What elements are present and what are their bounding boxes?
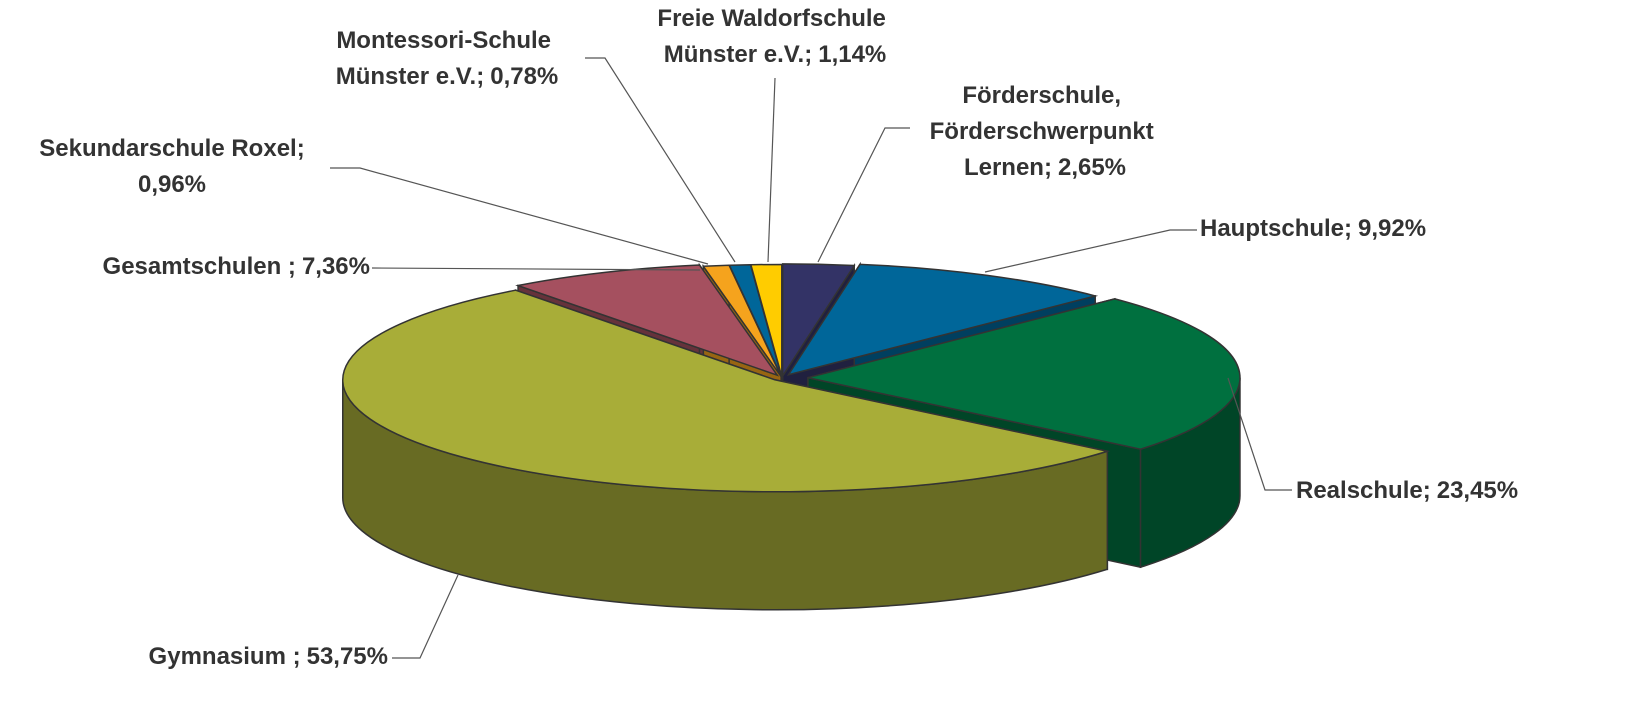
slice — [781, 263, 856, 379]
value-label: 1,14% — [818, 41, 886, 68]
category-label: Hauptschule; — [1200, 215, 1352, 242]
value-label: 53,75% — [307, 643, 388, 670]
value-label: 9,92% — [1358, 215, 1426, 242]
label-line: Lernen; — [964, 154, 1052, 181]
leader-line — [1227, 377, 1292, 491]
slice-label: Sekundarschule Roxel; 0,96% — [39, 135, 304, 198]
label-line: Förderschule, — [962, 82, 1127, 109]
leader-line — [817, 127, 910, 263]
label-line: Förderschwerpunkt — [930, 118, 1161, 145]
slice-label: Förderschule, Förderschwerpunkt Lernen; 2… — [930, 82, 1161, 181]
slice — [515, 264, 780, 377]
category-label: Montessori-Schule Münster e.V.; — [336, 27, 558, 90]
category-label: Gymnasium ; — [149, 643, 301, 670]
leader-line — [371, 267, 701, 271]
leader-line — [392, 574, 459, 659]
slice-label: Gesamtschulen ; 7,36% — [103, 253, 370, 280]
slice-label: Gymnasium ; 53,75% — [149, 643, 388, 670]
category-label: Realschule; — [1296, 477, 1431, 504]
value-label: 23,45% — [1437, 477, 1518, 504]
value-label: 0,96% — [138, 171, 206, 198]
label-line: Gesamtschulen ; — [103, 253, 296, 280]
leader-line — [767, 77, 776, 263]
leader-line — [585, 57, 736, 263]
slice — [807, 298, 1241, 450]
slice-label: Montessori-Schule Münster e.V.; 0,78% — [336, 27, 559, 90]
leader-line — [984, 229, 1197, 273]
slice — [786, 263, 1099, 376]
label-line: Realschule; — [1296, 477, 1431, 504]
label-line: Montessori-Schule — [336, 27, 557, 54]
category-label: Gesamtschulen ; — [103, 253, 296, 280]
label-line: Gymnasium ; — [149, 643, 301, 670]
category-label: Förderschule, Förderschwerpunkt Lernen; — [930, 82, 1161, 181]
label-line: Sekundarschule Roxel; — [39, 135, 304, 162]
label-line: Freie Waldorfschule — [657, 5, 892, 32]
value-label: 2,65% — [1058, 154, 1126, 181]
category-label: Freie Waldorfschule Münster e.V.; — [657, 5, 892, 68]
value-label: 7,36% — [302, 253, 370, 280]
label-line: Hauptschule; — [1200, 215, 1352, 242]
label-line: Münster e.V.; — [336, 63, 485, 90]
slice — [749, 263, 783, 377]
label-line: Münster e.V.; — [664, 41, 813, 68]
slice — [342, 289, 1111, 493]
slice-label: Hauptschule; 9,92% — [1200, 215, 1426, 242]
category-label: Sekundarschule Roxel; — [39, 135, 304, 162]
slice-label: Freie Waldorfschule Münster e.V.; 1,14% — [657, 5, 892, 68]
leader-line — [330, 167, 709, 265]
slice-label: Realschule; 23,45% — [1296, 477, 1518, 504]
value-label: 0,78% — [490, 63, 558, 90]
